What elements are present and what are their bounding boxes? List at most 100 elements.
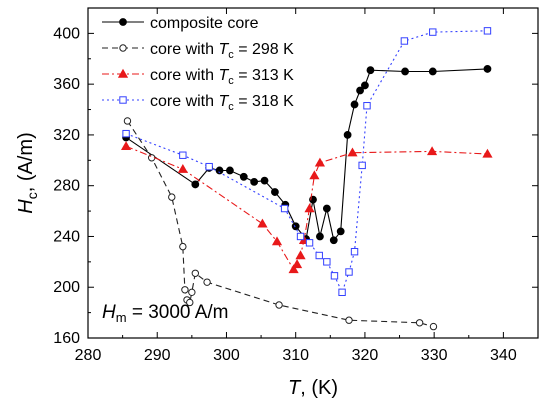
data-point: [288, 264, 299, 274]
data-point: [179, 242, 187, 251]
y-tick-label: 240: [53, 228, 80, 245]
x-axis-symbol: T: [288, 377, 302, 399]
data-point: [250, 177, 259, 186]
data-point: [186, 298, 194, 307]
data-point: [280, 204, 289, 213]
data-point: [309, 170, 320, 180]
legend-text: core with: [150, 67, 218, 84]
data-point: [356, 86, 364, 95]
x-tick-label: 340: [490, 347, 517, 364]
series-2: [120, 141, 493, 274]
y-axis-symbol: H: [15, 199, 37, 214]
data-point: [179, 151, 187, 159]
legend-value: = 313 K: [234, 67, 294, 84]
legend-subscript: c: [228, 49, 234, 61]
legend-subscript: c: [228, 101, 234, 113]
data-point: [338, 288, 346, 297]
legend-marker: [119, 18, 127, 26]
data-point: [296, 232, 305, 241]
legend-label: composite core: [150, 15, 259, 32]
x-axis-label: T, (K): [288, 377, 338, 399]
data-point: [343, 131, 352, 139]
data-point: [363, 102, 371, 110]
data-point: [168, 193, 176, 201]
legend-value: = 318 K: [234, 93, 294, 110]
data-point: [205, 162, 213, 171]
y-tick-label: 360: [53, 76, 80, 93]
y-tick-label: 200: [53, 279, 80, 296]
data-point: [429, 28, 437, 36]
data-point: [336, 227, 345, 236]
legend-label: core with Tc = 318 K: [150, 93, 294, 113]
y-tick-label: 280: [53, 178, 80, 195]
data-point: [345, 316, 353, 324]
data-point: [415, 319, 424, 327]
legend-marker: [117, 68, 129, 78]
data-point: [347, 147, 358, 157]
annotation-symbol: H: [102, 302, 116, 323]
data-point: [323, 258, 331, 266]
series-line: [127, 120, 434, 328]
data-point: [181, 286, 189, 294]
y-tick-label: 320: [53, 127, 80, 144]
x-tick-label: 300: [213, 347, 240, 364]
legend-label: core with Tc = 298 K: [150, 41, 294, 61]
data-point: [483, 27, 492, 35]
data-point: [305, 239, 314, 247]
legend-value: = 298 K: [234, 41, 294, 58]
legend-text: core with: [150, 93, 218, 110]
legend-symbol: T: [218, 93, 229, 110]
annotation-field: Hm = 3000 A/m: [102, 302, 229, 325]
data-point: [120, 141, 132, 151]
x-tick-label: 290: [144, 347, 171, 364]
data-point: [257, 218, 268, 228]
x-tick-label: 330: [421, 347, 448, 364]
legend-label: core with Tc = 313 K: [150, 67, 294, 87]
legend-item: core with Tc = 318 K: [102, 93, 294, 113]
x-tick-label: 320: [352, 347, 379, 364]
legend-marker: [119, 96, 127, 104]
series-0: [122, 65, 492, 245]
data-point: [330, 272, 339, 280]
data-point: [275, 301, 283, 309]
data-point: [188, 288, 196, 297]
annotation-subscript: m: [116, 310, 127, 325]
data-point: [482, 148, 493, 158]
data-point: [426, 146, 438, 156]
data-point: [329, 236, 338, 245]
data-point: [345, 268, 353, 276]
x-tick-label: 310: [282, 347, 309, 364]
legend-marker: [119, 44, 127, 52]
data-point: [177, 163, 188, 173]
data-point: [291, 222, 300, 231]
data-point: [401, 67, 409, 76]
y-axis-unit: , (A/m): [15, 132, 37, 192]
y-tick-label: 160: [53, 330, 80, 347]
data-point: [123, 117, 132, 125]
data-point: [429, 322, 438, 331]
series-1: [123, 117, 438, 331]
data-point: [239, 172, 248, 181]
x-tick-label: 280: [75, 347, 102, 364]
data-point: [483, 65, 492, 73]
data-point: [400, 37, 409, 45]
series-line: [125, 145, 488, 271]
legend-text: core with: [150, 41, 218, 58]
axes-layer: 280 290 300 310 320 330 340 160 200 240 280 320 360 4…: [53, 8, 538, 364]
plot-frame: [87, 7, 539, 339]
data-point: [226, 166, 234, 175]
legend-item: core with Tc = 298 K: [102, 41, 294, 61]
data-point: [366, 66, 375, 75]
data-point: [361, 81, 369, 90]
series-3: [122, 27, 492, 297]
data-point: [260, 176, 269, 185]
legend-item: composite core: [102, 15, 259, 32]
legend-symbol: T: [218, 41, 229, 58]
data-point: [322, 204, 331, 213]
data-point: [203, 278, 211, 286]
data-point: [314, 157, 326, 167]
data-point: [315, 251, 323, 260]
y-axis-label: Hc, (A/m): [15, 132, 40, 213]
